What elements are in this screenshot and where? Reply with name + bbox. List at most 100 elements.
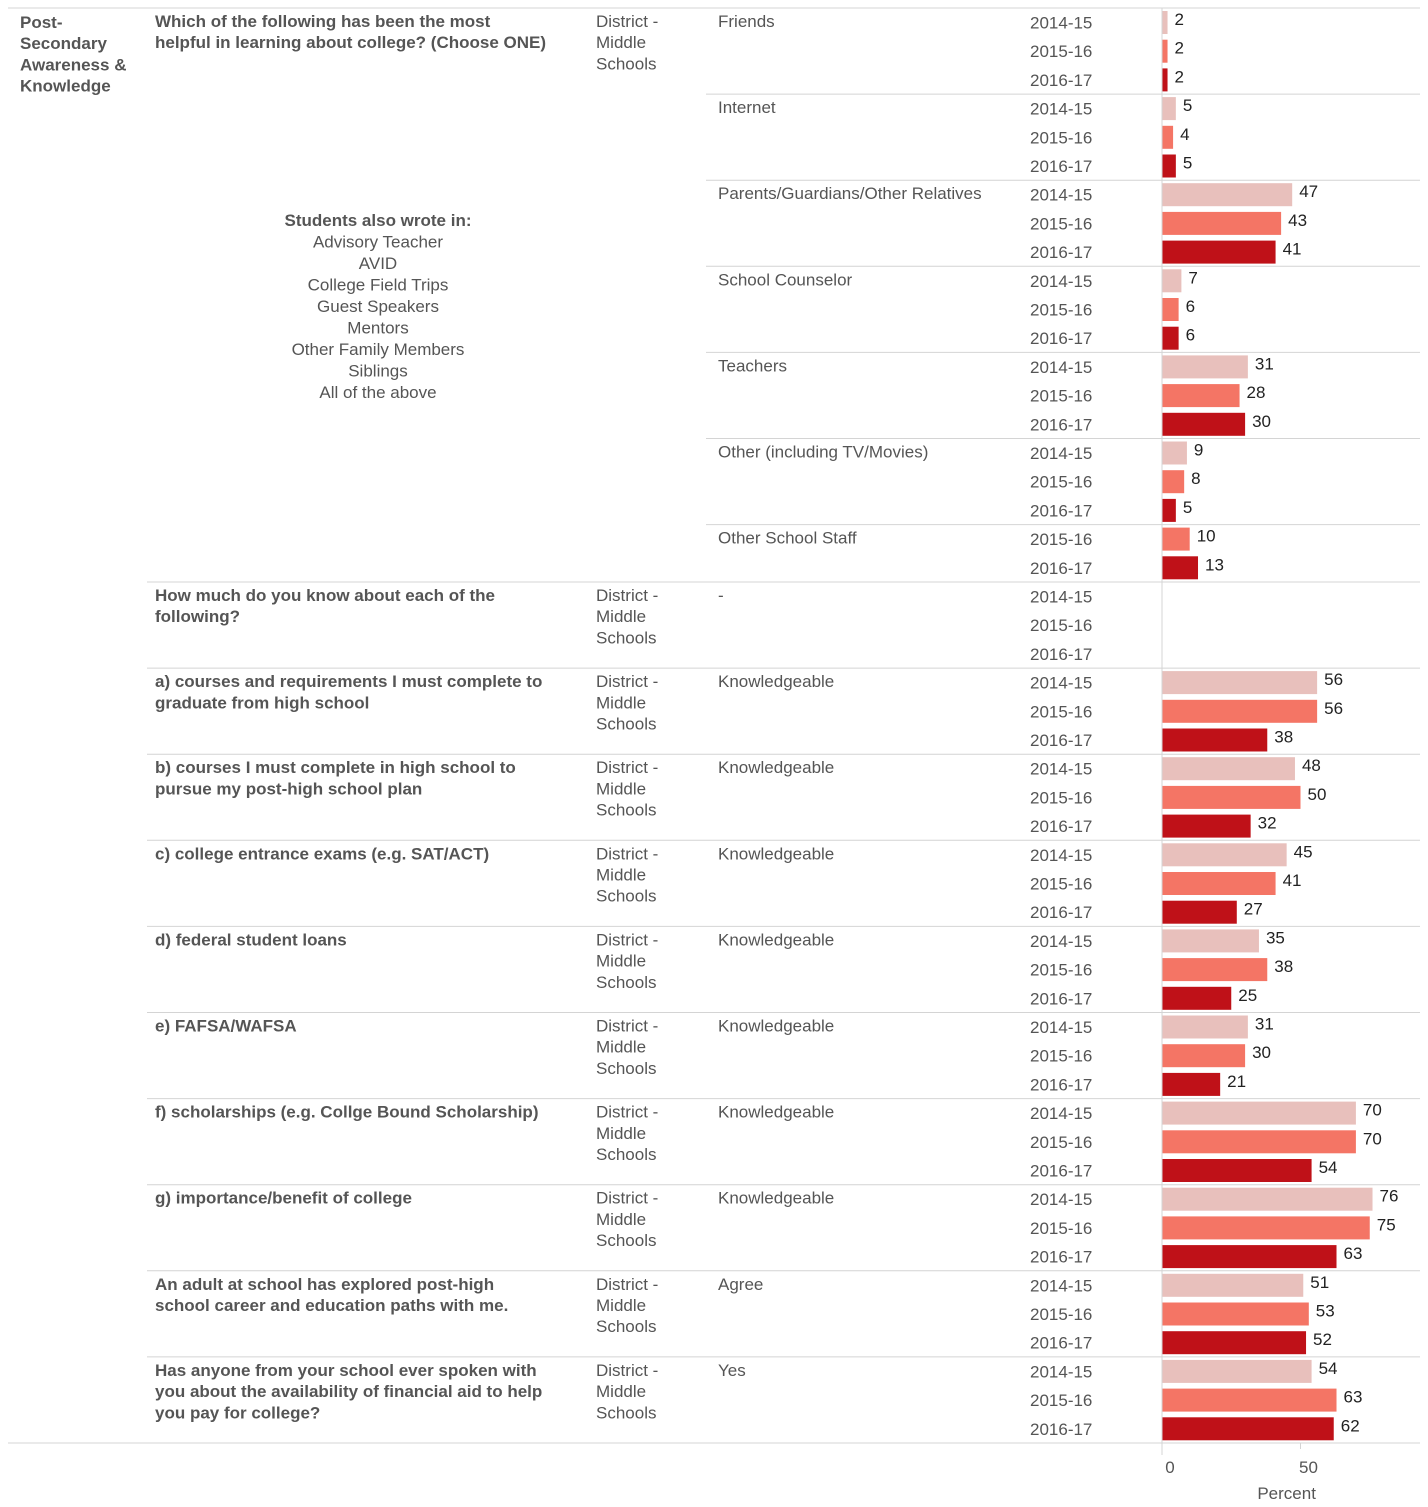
- bar: [1162, 1417, 1334, 1441]
- data-label: 47: [1299, 182, 1318, 201]
- year-label: 2015-16: [1030, 616, 1092, 635]
- write-in-item: Other Family Members: [292, 340, 465, 359]
- group-label: Schools: [596, 1403, 656, 1422]
- year-label: 2016-17: [1030, 1075, 1092, 1094]
- year-label: 2014-15: [1030, 1018, 1092, 1037]
- response-label: Internet: [718, 98, 776, 117]
- year-label: 2016-17: [1030, 989, 1092, 1008]
- group-label: District -: [596, 12, 658, 31]
- bar: [1162, 269, 1182, 293]
- x-axis-title: Percent: [1257, 1484, 1316, 1503]
- group-label: Schools: [596, 1231, 656, 1250]
- bar: [1162, 699, 1318, 723]
- bar: [1162, 97, 1176, 121]
- group-label: Schools: [596, 54, 656, 73]
- write-in-item: Siblings: [348, 362, 408, 381]
- question-label: a) courses and requirements I must compl…: [155, 672, 542, 691]
- bar: [1162, 1216, 1370, 1240]
- group-label: District -: [596, 586, 658, 605]
- bar: [1162, 298, 1179, 321]
- response-label: Knowledgeable: [718, 758, 834, 777]
- data-label: 32: [1258, 814, 1277, 833]
- bar: [1162, 125, 1174, 149]
- group-label: Middle: [596, 33, 646, 52]
- response-label: Agree: [718, 1275, 763, 1294]
- year-label: 2015-16: [1030, 214, 1092, 233]
- question-label: An adult at school has explored post-hig…: [155, 1275, 494, 1294]
- data-label: 56: [1324, 670, 1343, 689]
- response-label: Knowledgeable: [718, 672, 834, 691]
- year-label: 2015-16: [1030, 875, 1092, 894]
- question-label: helpful in learning about college? (Choo…: [155, 33, 546, 52]
- bar: [1162, 154, 1176, 178]
- group-label: Middle: [596, 1296, 646, 1315]
- question-label: you pay for college?: [155, 1403, 320, 1422]
- data-label: 5: [1183, 96, 1192, 115]
- year-label: 2015-16: [1030, 530, 1092, 549]
- question-label: following?: [155, 607, 240, 626]
- year-label: 2014-15: [1030, 100, 1092, 119]
- bar: [1162, 814, 1251, 838]
- bar: [1162, 211, 1282, 235]
- year-label: 2016-17: [1030, 1334, 1092, 1353]
- group-label: Schools: [596, 1317, 656, 1336]
- response-label: Knowledgeable: [718, 1017, 834, 1036]
- bar: [1162, 355, 1248, 379]
- bar: [1162, 384, 1240, 408]
- x-tick-label: 0: [1165, 1458, 1174, 1477]
- year-label: 2016-17: [1030, 1162, 1092, 1181]
- group-label: Middle: [596, 952, 646, 971]
- bar: [1162, 412, 1246, 436]
- category-label: Secondary: [20, 34, 107, 53]
- data-label: 38: [1274, 728, 1293, 747]
- year-label: 2016-17: [1030, 559, 1092, 578]
- data-label: 54: [1319, 1359, 1338, 1378]
- group-label: District -: [596, 758, 658, 777]
- write-in-item: Mentors: [347, 319, 408, 338]
- data-label: 8: [1191, 469, 1200, 488]
- data-label: 10: [1197, 527, 1216, 546]
- response-label: Friends: [718, 12, 775, 31]
- data-label: 51: [1310, 1273, 1329, 1292]
- year-label: 2014-15: [1030, 272, 1092, 291]
- data-label: 30: [1252, 412, 1271, 431]
- question-label: graduate from high school: [155, 693, 369, 712]
- year-label: 2016-17: [1030, 157, 1092, 176]
- question-label: g) importance/benefit of college: [155, 1189, 412, 1208]
- year-label: 2015-16: [1030, 387, 1092, 406]
- group-label: Schools: [596, 887, 656, 906]
- year-label: 2015-16: [1030, 301, 1092, 320]
- write-in-title: Students also wrote in:: [284, 211, 471, 230]
- year-label: 2016-17: [1030, 243, 1092, 262]
- bar: [1162, 441, 1187, 465]
- category-label: Post-: [20, 13, 63, 32]
- bar: [1162, 1331, 1307, 1355]
- year-label: 2015-16: [1030, 473, 1092, 492]
- bar: [1162, 1015, 1248, 1039]
- data-label: 54: [1319, 1158, 1338, 1177]
- data-label: 48: [1302, 756, 1321, 775]
- bar: [1162, 900, 1237, 924]
- group-label: Schools: [596, 715, 656, 734]
- question-label: b) courses I must complete in high schoo…: [155, 758, 516, 777]
- category-label: Awareness &: [20, 55, 126, 74]
- data-label: 35: [1266, 928, 1285, 947]
- bar: [1162, 183, 1293, 207]
- data-label: 70: [1363, 1101, 1382, 1120]
- bar: [1162, 1273, 1304, 1297]
- question-label: c) college entrance exams (e.g. SAT/ACT): [155, 844, 489, 863]
- question-label: Has anyone from your school ever spoken …: [155, 1361, 537, 1380]
- data-label: 2: [1175, 39, 1184, 58]
- bar: [1162, 68, 1168, 92]
- data-label: 70: [1363, 1129, 1382, 1148]
- data-label: 2: [1175, 67, 1184, 86]
- year-label: 2016-17: [1030, 329, 1092, 348]
- data-label: 50: [1308, 785, 1327, 804]
- data-label: 13: [1205, 555, 1224, 574]
- data-label: 75: [1377, 1215, 1396, 1234]
- group-label: District -: [596, 1361, 658, 1380]
- group-label: Middle: [596, 866, 646, 885]
- response-label: Knowledgeable: [718, 1103, 834, 1122]
- group-label: Schools: [596, 973, 656, 992]
- data-label: 2: [1175, 10, 1184, 29]
